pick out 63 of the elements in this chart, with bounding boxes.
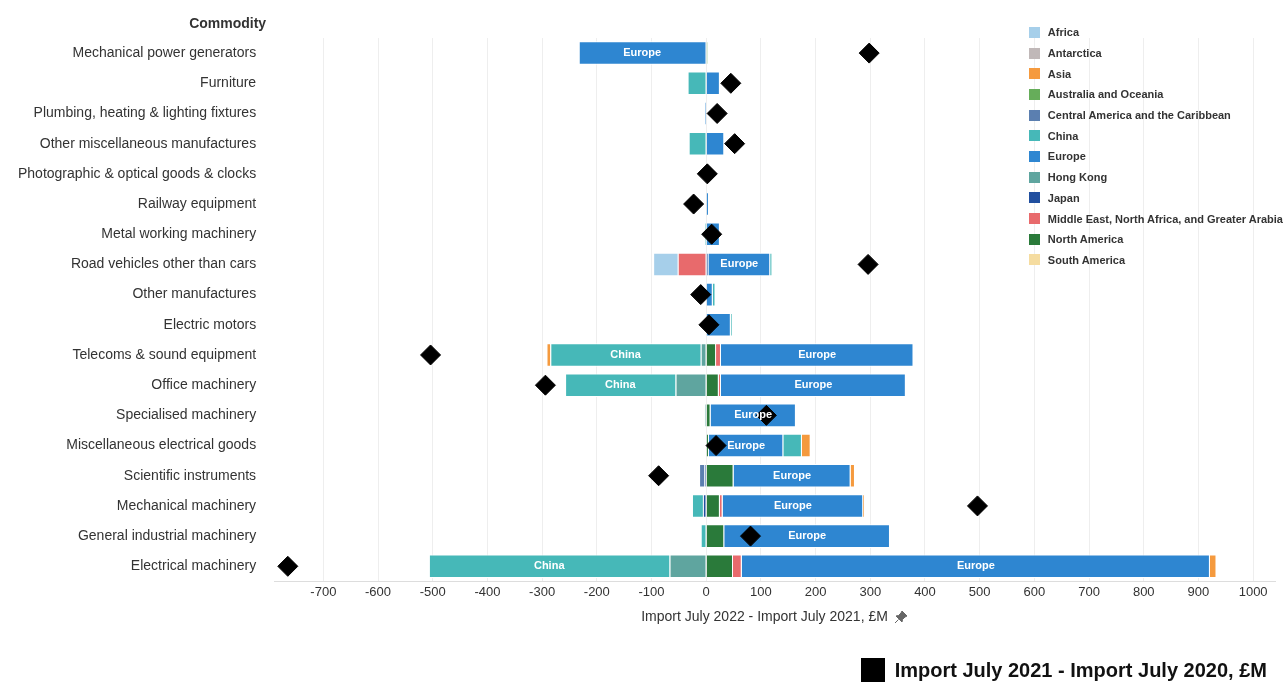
text: China xyxy=(610,348,641,361)
legend-label: Central America and the Caribbean xyxy=(1047,109,1231,122)
text: Europe xyxy=(798,348,837,361)
y-axis-title: Commodity xyxy=(189,14,267,31)
x-tick-label: 0 xyxy=(702,583,710,599)
text: Europe xyxy=(794,378,833,391)
legend-label: Antarctica xyxy=(1047,47,1102,60)
x-axis-title: Import July 2022 - Import July 2021, £M xyxy=(641,608,888,624)
y-tick-label: Telecoms & sound equipment xyxy=(72,345,257,362)
text: Europe xyxy=(788,529,827,542)
y-tick-label: Railway equipment xyxy=(137,194,257,211)
legend-label: North America xyxy=(1047,233,1124,246)
y-tick-label: Electrical machinery xyxy=(130,557,257,574)
x-tick-label: 500 xyxy=(968,583,991,599)
y-tick-label: Other miscellaneous manufactures xyxy=(39,134,257,151)
text: Europe xyxy=(773,498,812,511)
y-tick-label: Photographic & optical goods & clocks xyxy=(18,164,257,181)
x-tick-label: 1000 xyxy=(1238,583,1268,599)
y-tick-label: Furniture xyxy=(200,74,257,91)
legend-label: Africa xyxy=(1047,26,1080,39)
text: Europe xyxy=(956,559,995,572)
x-tick-label: 600 xyxy=(1023,583,1046,599)
y-tick-label: Mechanical power generators xyxy=(72,43,257,60)
x-tick-label: -600 xyxy=(365,583,392,599)
y-tick-label: Scientific instruments xyxy=(123,466,257,483)
text: Europe xyxy=(773,468,812,481)
y-tick-label: Metal working machinery xyxy=(101,225,257,242)
y-tick-label: Miscellaneous electrical goods xyxy=(66,436,257,453)
y-tick-label: Specialised machinery xyxy=(116,406,257,423)
x-tick-label: -300 xyxy=(529,583,556,599)
x-tick-label: 900 xyxy=(1187,583,1210,599)
legend-label: Middle East, North Africa, and Greater Arabia xyxy=(1047,212,1283,225)
legend-label: Europe xyxy=(1047,150,1086,163)
legend-label: China xyxy=(1047,129,1079,142)
x-tick-label: 700 xyxy=(1078,583,1100,599)
legend-label: Australia and Oceania xyxy=(1047,88,1164,101)
text: China xyxy=(605,378,636,391)
x-tick-label: 200 xyxy=(804,583,827,599)
y-tick-label: General industrial machinery xyxy=(77,526,257,543)
x-tick-label: 400 xyxy=(914,583,936,599)
y-tick-label: Road vehicles other than cars xyxy=(70,255,257,272)
x-tick-label: 300 xyxy=(859,583,882,599)
legend-label: Asia xyxy=(1047,67,1072,80)
legend-label: Import July 2021 - Import July 2020, £M xyxy=(894,658,1267,682)
y-tick-label: Mechanical machinery xyxy=(116,496,257,513)
y-tick-label: Office machinery xyxy=(151,376,257,393)
text: China xyxy=(533,559,565,572)
x-tick-label: -500 xyxy=(419,583,446,599)
legend-label: South America xyxy=(1047,253,1126,266)
y-tick-label: Other manufactures xyxy=(132,285,257,302)
x-tick-label: -200 xyxy=(583,583,610,599)
legend-label: Hong Kong xyxy=(1047,171,1108,184)
x-tick-label: 800 xyxy=(1132,583,1155,599)
text: Europe xyxy=(623,46,662,59)
x-tick-label: -700 xyxy=(310,583,337,599)
y-tick-label: Plumbing, heating & lighting fixtures xyxy=(33,104,257,121)
y-tick-label: Electric motors xyxy=(163,315,257,332)
text: Europe xyxy=(720,257,759,270)
x-tick-label: -100 xyxy=(638,583,665,599)
text: Europe xyxy=(727,438,766,451)
legend-label: Japan xyxy=(1047,191,1080,204)
x-tick-label: -400 xyxy=(474,583,501,599)
x-tick-label: 100 xyxy=(750,583,772,599)
